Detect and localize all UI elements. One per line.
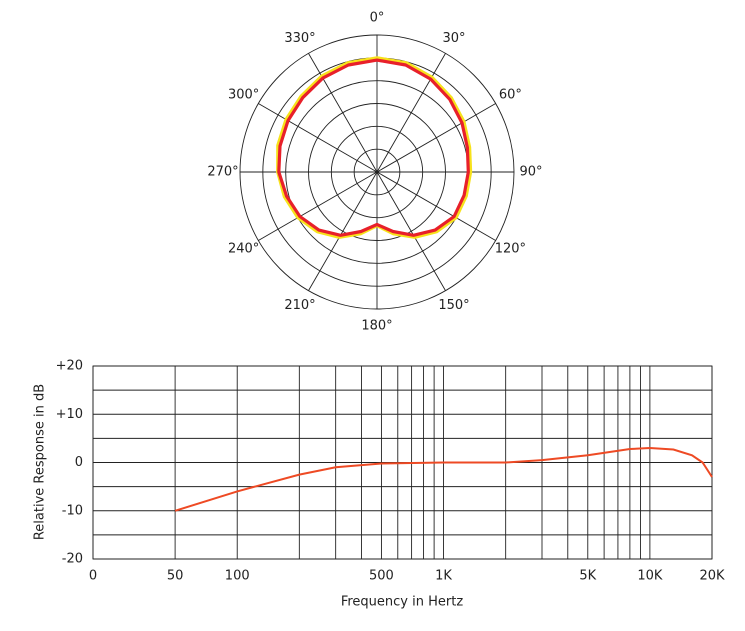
angle-label: 120° bbox=[495, 242, 526, 257]
angle-label: 150° bbox=[438, 298, 469, 313]
x-tick-label: 100 bbox=[225, 569, 250, 584]
angle-label: 90° bbox=[519, 165, 542, 180]
x-tick-label: 0 bbox=[89, 569, 97, 584]
x-axis-label: Frequency in Hertz bbox=[341, 595, 463, 610]
x-tick-label: 1K bbox=[435, 569, 452, 584]
y-tick-label: +20 bbox=[56, 359, 83, 374]
angle-label: 300° bbox=[228, 88, 259, 103]
spoke bbox=[308, 171, 378, 291]
spoke bbox=[376, 171, 446, 291]
x-tick-label: 20K bbox=[699, 569, 725, 584]
y-tick-label: 0 bbox=[75, 455, 83, 470]
polar-curve bbox=[277, 58, 470, 237]
spoke bbox=[376, 171, 496, 241]
angle-label: 270° bbox=[207, 165, 238, 180]
y-axis-label: Relative Response in dB bbox=[33, 384, 48, 540]
angle-label: 210° bbox=[284, 298, 315, 313]
angle-label: 180° bbox=[361, 319, 392, 334]
x-tick-label: 5K bbox=[579, 569, 596, 584]
angle-label: 30° bbox=[442, 31, 465, 46]
angle-label: 60° bbox=[499, 88, 522, 103]
angle-label: 240° bbox=[228, 242, 259, 257]
spoke bbox=[308, 53, 378, 173]
y-tick-label: -10 bbox=[62, 503, 83, 518]
spoke bbox=[258, 171, 378, 241]
spoke bbox=[376, 103, 496, 173]
x-tick-label: 10K bbox=[637, 569, 663, 584]
response-line bbox=[174, 446, 713, 512]
y-tick-label: -20 bbox=[62, 552, 83, 567]
y-tick-label: +10 bbox=[56, 407, 83, 422]
x-tick-label: 500 bbox=[369, 569, 394, 584]
angle-label: 330° bbox=[284, 31, 315, 46]
polar-curve bbox=[276, 56, 473, 239]
angle-label: 0° bbox=[370, 11, 385, 26]
x-tick-label: 50 bbox=[167, 569, 184, 584]
spoke bbox=[258, 103, 378, 173]
spoke bbox=[376, 53, 446, 173]
